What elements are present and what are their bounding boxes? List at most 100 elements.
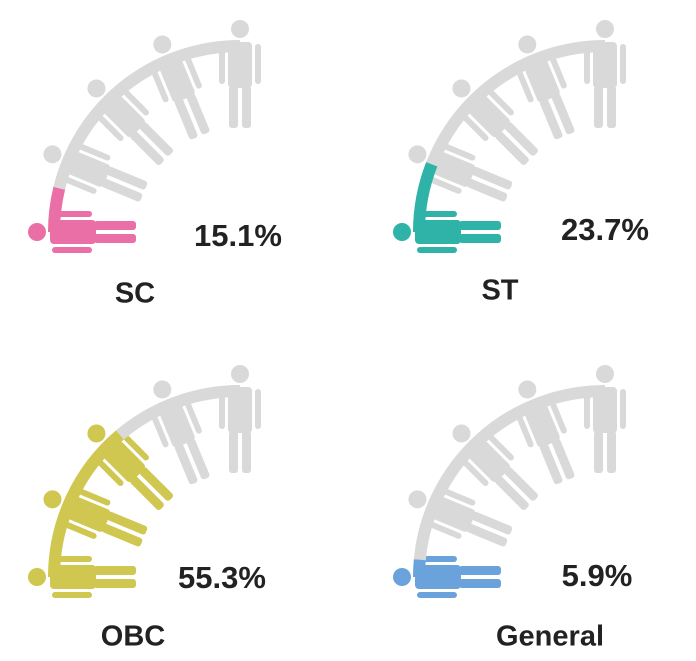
person-torso: [50, 565, 96, 589]
arc-base: [426, 40, 606, 167]
person-leg: [607, 431, 616, 473]
category-label: ST: [481, 275, 518, 307]
person-icon: [584, 20, 626, 128]
arc-value: [48, 186, 66, 233]
person-icon: [219, 365, 261, 473]
person-arm: [59, 174, 97, 194]
person-head: [408, 490, 427, 509]
percentage-label: 23.7%: [561, 212, 649, 247]
person-leg: [594, 86, 603, 128]
person-arm: [458, 110, 489, 141]
person-arm: [514, 64, 534, 103]
person-arm: [437, 141, 476, 161]
category-label: General: [496, 621, 604, 653]
person-icon: [149, 380, 210, 485]
person-arm: [417, 592, 457, 598]
person-leg: [106, 166, 148, 190]
person-arm: [547, 51, 567, 89]
person-arm: [93, 110, 124, 141]
category-label: OBC: [101, 621, 166, 653]
person-icon: [87, 79, 173, 165]
percentage-label: 5.9%: [562, 558, 633, 593]
person-arm: [72, 486, 111, 506]
person-leg: [101, 523, 143, 547]
person-leg: [495, 131, 529, 165]
person-torso: [593, 387, 617, 433]
person-arm: [417, 556, 457, 562]
person-leg: [471, 166, 513, 190]
person-leg: [94, 234, 136, 243]
person-leg: [459, 221, 501, 230]
person-leg: [551, 93, 575, 135]
arc-value: [413, 559, 426, 578]
person-head: [43, 145, 62, 164]
person-leg: [594, 431, 603, 473]
person-leg: [186, 438, 210, 480]
person-torso: [228, 42, 252, 88]
person-head: [408, 145, 427, 164]
percentage-label: 15.1%: [194, 218, 282, 253]
person-leg: [229, 431, 238, 473]
person-arm: [52, 211, 92, 217]
person-arm: [149, 64, 169, 103]
person-head: [153, 380, 172, 399]
arc-base: [115, 385, 241, 440]
person-leg: [130, 476, 164, 510]
person-head: [393, 568, 411, 586]
person-leg: [94, 221, 136, 230]
person-torso: [228, 387, 252, 433]
arc-base: [413, 385, 606, 561]
person-arm: [219, 44, 225, 84]
person-arm: [59, 519, 97, 539]
person-arm: [620, 389, 626, 429]
person-leg: [539, 98, 563, 140]
person-arm: [424, 519, 462, 539]
person-arm: [219, 389, 225, 429]
person-head: [231, 365, 249, 383]
person-arm: [483, 430, 514, 461]
person-arm: [255, 389, 261, 429]
person-arm: [514, 409, 534, 448]
percentage-label: 55.3%: [178, 560, 266, 595]
person-arm: [620, 44, 626, 84]
person-head: [87, 424, 106, 443]
person-leg: [607, 86, 616, 128]
person-arm: [255, 44, 261, 84]
person-icon: [408, 486, 513, 547]
person-head: [452, 79, 471, 98]
person-head: [518, 380, 537, 399]
person-leg: [174, 98, 198, 140]
person-leg: [466, 178, 508, 202]
person-head: [393, 223, 411, 241]
person-head: [231, 20, 249, 38]
person-arm: [424, 174, 462, 194]
person-arm: [584, 389, 590, 429]
person-leg: [101, 178, 143, 202]
person-head: [28, 223, 46, 241]
person-icon: [393, 556, 501, 598]
person-arm: [584, 44, 590, 84]
person-icon: [584, 365, 626, 473]
person-torso: [415, 565, 461, 589]
person-head: [28, 568, 46, 586]
person-arm: [118, 85, 149, 116]
person-leg: [242, 431, 251, 473]
person-leg: [466, 523, 508, 547]
person-leg: [94, 579, 136, 588]
person-leg: [459, 579, 501, 588]
person-icon: [219, 20, 261, 128]
person-arm: [118, 430, 149, 461]
person-leg: [186, 93, 210, 135]
person-leg: [495, 476, 529, 510]
person-arm: [458, 455, 489, 486]
person-leg: [539, 443, 563, 485]
person-head: [452, 424, 471, 443]
person-arm: [547, 396, 567, 434]
person-leg: [504, 467, 538, 501]
person-arm: [437, 486, 476, 506]
person-head: [87, 79, 106, 98]
person-leg: [174, 443, 198, 485]
person-arm: [483, 85, 514, 116]
person-torso: [50, 220, 96, 244]
